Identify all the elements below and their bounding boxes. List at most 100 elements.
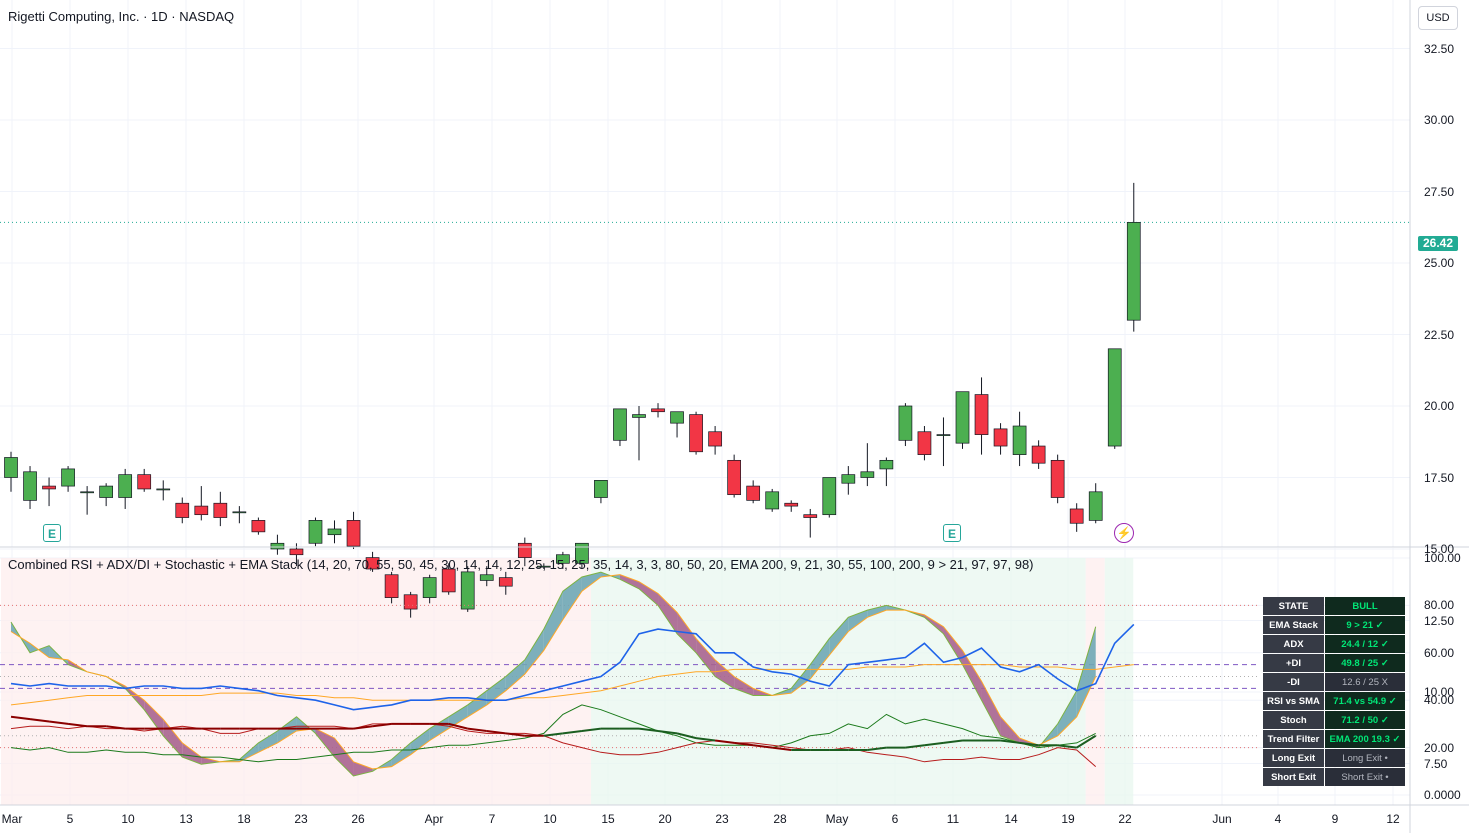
candle[interactable] <box>118 468 133 509</box>
candle[interactable] <box>479 566 494 587</box>
candle[interactable] <box>651 403 665 418</box>
candle[interactable] <box>365 551 380 572</box>
candle[interactable] <box>213 491 228 527</box>
candle[interactable] <box>898 403 913 447</box>
candle[interactable] <box>860 443 875 487</box>
state-row: ADX 24.4 / 12 ✓ <box>1263 635 1405 653</box>
stoch-ribbon-segment <box>486 676 506 705</box>
candle[interactable] <box>632 406 646 461</box>
candle[interactable] <box>232 506 247 524</box>
candle[interactable] <box>727 454 741 498</box>
candle[interactable] <box>327 520 342 544</box>
state-key: Short Exit <box>1263 768 1324 786</box>
candle[interactable] <box>1088 483 1103 524</box>
candle-body <box>841 474 856 484</box>
candle[interactable] <box>670 411 684 438</box>
candle[interactable] <box>746 480 761 504</box>
candle-body <box>613 408 627 441</box>
state-value: 71.2 / 50 ✓ <box>1325 711 1405 729</box>
candle[interactable] <box>993 423 1008 455</box>
candle[interactable] <box>765 488 780 512</box>
candle[interactable] <box>384 571 399 604</box>
candle[interactable] <box>575 542 589 570</box>
state-row: Short Exit Short Exit • <box>1263 768 1405 786</box>
candle[interactable] <box>556 551 570 570</box>
price-tick-label: 20.00 <box>1424 399 1455 413</box>
candle[interactable] <box>689 411 703 455</box>
candle-body <box>955 391 970 444</box>
candle[interactable] <box>251 517 266 535</box>
indicator-series <box>10 571 1135 777</box>
candle-body <box>80 491 94 494</box>
candle[interactable] <box>955 391 970 449</box>
candle-body <box>137 474 152 490</box>
price-tick-label: 15.00 <box>1424 542 1455 556</box>
plus-di-line <box>10 704 1096 763</box>
time-tick-label: 10 <box>543 812 557 826</box>
candle-body <box>765 491 780 510</box>
candle[interactable] <box>917 426 932 461</box>
candle[interactable] <box>1069 503 1084 532</box>
indicator-title[interactable]: Combined RSI + ADX/DI + Stochastic + EMA… <box>8 557 1034 572</box>
candle[interactable] <box>42 477 56 507</box>
candle[interactable] <box>194 486 209 521</box>
candlestick-series[interactable] <box>4 182 1141 618</box>
candle[interactable] <box>61 466 75 492</box>
candle-body <box>42 485 56 490</box>
candle[interactable] <box>1126 182 1141 332</box>
candle[interactable] <box>803 508 818 538</box>
candle[interactable] <box>708 426 722 455</box>
adx-line-segment <box>106 725 126 730</box>
adx-line-segment <box>714 739 735 744</box>
time-tick-label: 10 <box>121 812 135 826</box>
candle[interactable] <box>308 517 323 547</box>
state-key: -DI <box>1263 673 1324 691</box>
currency-button[interactable]: USD <box>1418 6 1458 30</box>
candle[interactable] <box>974 377 989 455</box>
candle[interactable] <box>879 457 894 487</box>
candle[interactable] <box>936 417 951 467</box>
candle[interactable] <box>156 480 171 501</box>
state-value: 49.8 / 25 ✓ <box>1325 654 1405 672</box>
state-row: +DI 49.8 / 25 ✓ <box>1263 654 1405 672</box>
stoch-ribbon-segment <box>981 681 1001 736</box>
state-row: Stoch 71.2 / 50 ✓ <box>1263 711 1405 729</box>
candle[interactable] <box>841 466 856 495</box>
candle[interactable] <box>441 563 456 595</box>
price-tick-label: 7.50 <box>1424 756 1448 771</box>
earnings-icon[interactable]: E <box>943 524 961 542</box>
candle[interactable] <box>4 451 18 492</box>
candle[interactable] <box>1012 411 1027 467</box>
candle[interactable] <box>822 477 837 518</box>
candle-body <box>556 554 570 564</box>
candle[interactable] <box>137 468 152 492</box>
candle[interactable] <box>23 466 37 509</box>
candle[interactable] <box>175 497 190 524</box>
candle[interactable] <box>784 500 799 512</box>
earnings-icon[interactable]: E <box>43 524 61 542</box>
candle[interactable] <box>498 571 513 595</box>
price-tick-label: 22.50 <box>1424 327 1455 342</box>
candle[interactable] <box>346 511 361 549</box>
candle[interactable] <box>594 480 608 504</box>
candle[interactable] <box>422 574 437 604</box>
candle[interactable] <box>460 566 475 612</box>
candle[interactable] <box>1050 454 1065 504</box>
candle[interactable] <box>270 534 285 555</box>
state-key: ADX <box>1263 635 1324 653</box>
candle[interactable] <box>403 591 418 618</box>
candle[interactable] <box>613 408 627 447</box>
candle[interactable] <box>80 486 94 515</box>
candle[interactable] <box>1107 348 1122 449</box>
candle[interactable] <box>99 483 114 507</box>
candle-body <box>308 520 323 544</box>
candle[interactable] <box>1031 440 1046 469</box>
candle-body <box>232 511 247 514</box>
candle-body <box>1088 491 1103 521</box>
candle-body <box>270 542 285 550</box>
time-tick-label: 7 <box>488 812 496 826</box>
stoch-ribbon-segment <box>696 638 716 677</box>
candle[interactable] <box>536 563 551 570</box>
lightning-icon[interactable]: ⚡ <box>1114 523 1134 543</box>
